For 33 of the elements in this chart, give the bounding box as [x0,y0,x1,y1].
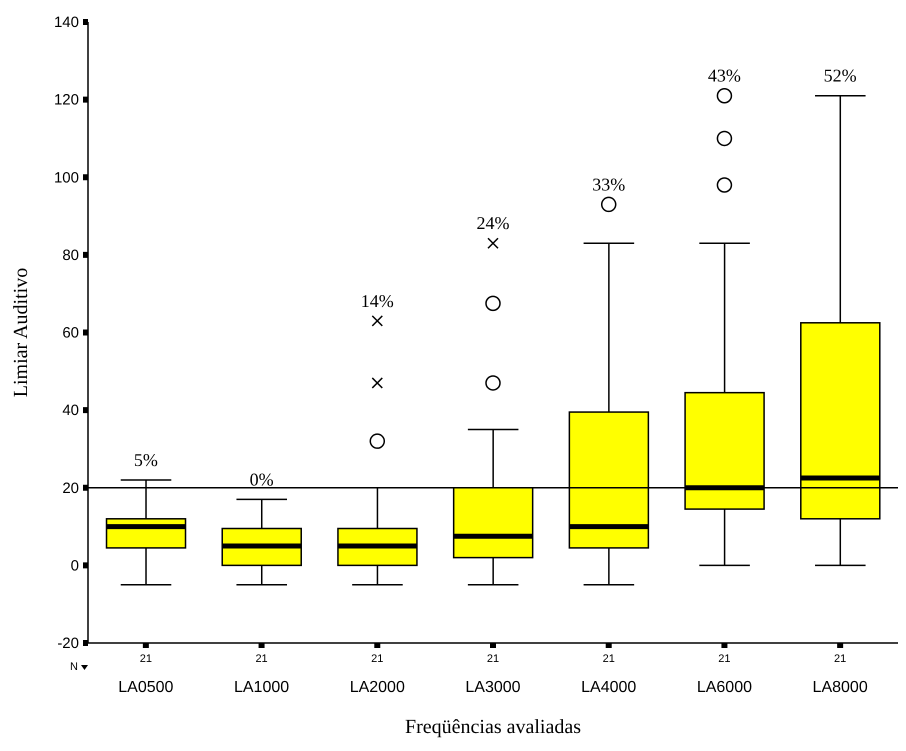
y-axis-title: Limiar Auditivo [10,268,32,398]
text: N [70,661,78,673]
text: 21 [140,653,152,665]
text: 21 [602,653,615,665]
text: 21 [718,653,731,665]
y-tick-label: -20 [57,635,79,652]
x-axis-title: Freqüências avaliadas [404,716,582,738]
x-tick-label: LA1000 [234,679,290,696]
y-tick-label: 0 [70,557,79,574]
annotation: 14% [360,290,394,311]
y-tick-label: 60 [62,324,79,342]
y-tick-label: 120 [54,92,79,109]
annotation: 33% [592,174,626,194]
y-tick-label: 20 [62,480,79,497]
annotation: 52% [824,66,857,86]
y-tick-label: 80 [62,246,79,264]
annotation: 24% [476,213,510,234]
x-tick-label: LA4000 [581,679,636,696]
annotation: 0% [250,469,274,490]
x-tick-label: LA8000 [812,679,868,696]
text: 21 [486,653,500,665]
y-tick-label: 100 [54,169,79,186]
annotation: 43% [708,66,741,86]
annotation: 5% [134,450,158,470]
y-tick-label: 40 [62,402,79,420]
x-tick-label: LA2000 [350,679,405,696]
text: 21 [255,653,268,665]
text: 21 [834,653,846,665]
x-tick-label: LA0500 [118,679,174,696]
x-tick-label: LA6000 [696,679,752,696]
y-tick-label: 140 [54,14,79,31]
text: 21 [371,653,384,665]
x-tick-label: LA3000 [465,679,521,696]
